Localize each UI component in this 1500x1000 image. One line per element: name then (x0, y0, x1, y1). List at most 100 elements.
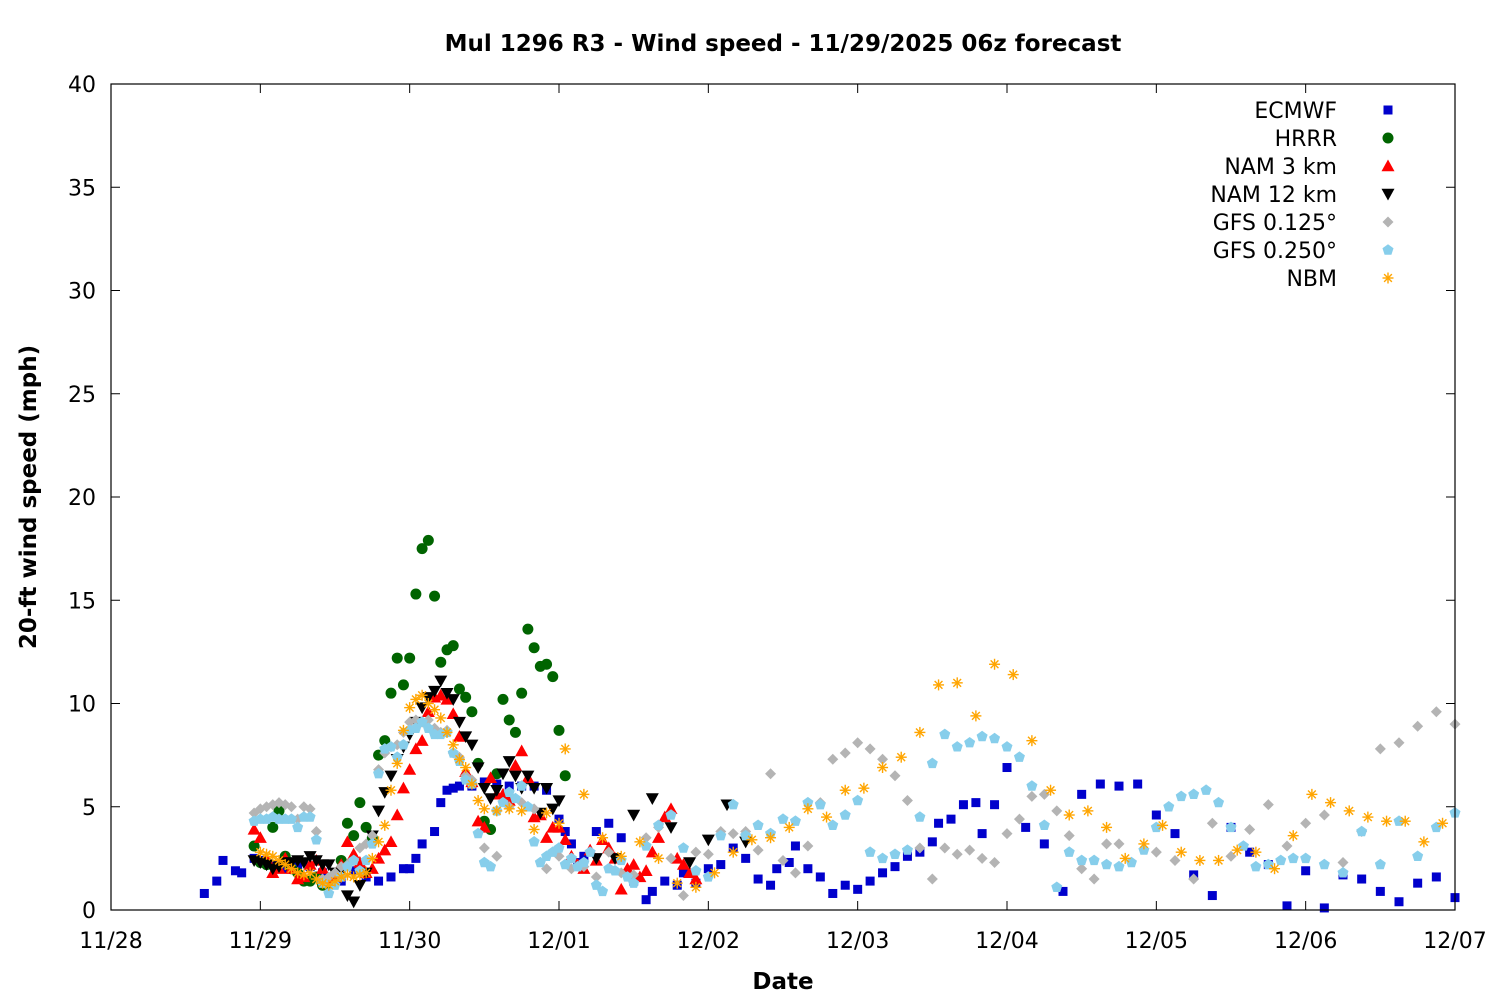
data-point (839, 784, 851, 796)
data-point (303, 858, 317, 870)
y-tick-label: 5 (82, 796, 96, 821)
data-point (547, 671, 559, 683)
data-point (1114, 781, 1124, 791)
data-point (360, 867, 372, 879)
data-point (477, 820, 491, 833)
data-point (628, 877, 640, 888)
data-point (1001, 828, 1013, 840)
data-point (889, 770, 901, 782)
data-point (1076, 854, 1088, 866)
data-point (516, 780, 528, 791)
data-point (690, 846, 702, 858)
data-point (1399, 815, 1411, 827)
data-point (877, 852, 889, 864)
legend-marker (1382, 132, 1394, 144)
data-point (1101, 821, 1113, 833)
data-point (329, 875, 341, 887)
data-point (803, 864, 813, 874)
data-point (559, 743, 571, 755)
data-point (404, 702, 416, 714)
data-point (765, 768, 777, 780)
data-point (273, 805, 285, 817)
data-point (267, 850, 279, 862)
data-point (1318, 858, 1330, 870)
x-tick-label: 12/04 (975, 929, 1038, 954)
data-point (634, 836, 646, 848)
data-point (621, 871, 633, 882)
data-point (1275, 854, 1287, 866)
data-point (1169, 854, 1181, 866)
data-point (753, 874, 763, 884)
data-point (199, 888, 209, 898)
data-point (310, 873, 322, 885)
data-point (671, 877, 683, 889)
data-point (914, 842, 926, 854)
y-tick-label: 40 (68, 73, 96, 98)
data-point (416, 543, 428, 555)
data-point (502, 756, 516, 768)
data-point (853, 884, 863, 894)
data-point (1325, 797, 1337, 809)
data-point (1337, 867, 1349, 878)
data-point (415, 734, 429, 746)
data-point (459, 731, 473, 744)
data-point (1250, 860, 1262, 872)
data-point (660, 876, 670, 886)
data-point (1362, 811, 1374, 823)
data-point (398, 864, 408, 874)
data-point (421, 705, 435, 717)
data-point (765, 832, 777, 844)
data-point (378, 843, 392, 856)
data-point (379, 735, 391, 747)
data-point (852, 794, 864, 806)
data-point (560, 827, 570, 837)
data-point (416, 716, 428, 727)
data-point (1038, 788, 1050, 800)
data-point (741, 853, 751, 863)
data-point (422, 722, 434, 733)
data-point (460, 691, 472, 703)
data-point (472, 827, 484, 839)
data-point (390, 808, 404, 821)
data-point (664, 802, 678, 815)
data-point (640, 832, 652, 844)
data-point (509, 792, 521, 804)
data-point (435, 712, 447, 724)
data-point (1262, 858, 1274, 870)
data-point (1125, 856, 1137, 868)
data-point (727, 798, 739, 810)
data-point (709, 867, 721, 879)
data-point (665, 852, 677, 864)
data-point (578, 856, 590, 868)
data-point (516, 805, 528, 817)
x-tick-label: 12/03 (826, 929, 889, 954)
data-point (1007, 669, 1019, 681)
data-point (385, 784, 397, 796)
data-point (802, 796, 814, 808)
data-point (1163, 800, 1175, 812)
data-point (442, 785, 452, 795)
data-point (341, 817, 353, 829)
data-point (647, 886, 657, 896)
data-point (429, 704, 441, 716)
data-point (360, 821, 372, 833)
data-point (404, 652, 416, 664)
data-point (472, 795, 484, 807)
data-point (914, 811, 926, 822)
data-point (447, 640, 459, 652)
data-point (1437, 817, 1449, 829)
data-point (409, 742, 423, 755)
data-point (1002, 763, 1012, 773)
data-point (405, 864, 415, 874)
data-point (385, 741, 397, 752)
data-point (1413, 878, 1423, 888)
data-point (348, 830, 360, 842)
data-point (1431, 872, 1441, 882)
y-tick-label: 35 (68, 176, 96, 201)
data-point (1113, 860, 1125, 872)
data-point (1231, 844, 1243, 856)
data-point (212, 876, 222, 886)
data-point (485, 860, 497, 872)
data-point (939, 728, 951, 740)
data-point (1051, 805, 1063, 817)
